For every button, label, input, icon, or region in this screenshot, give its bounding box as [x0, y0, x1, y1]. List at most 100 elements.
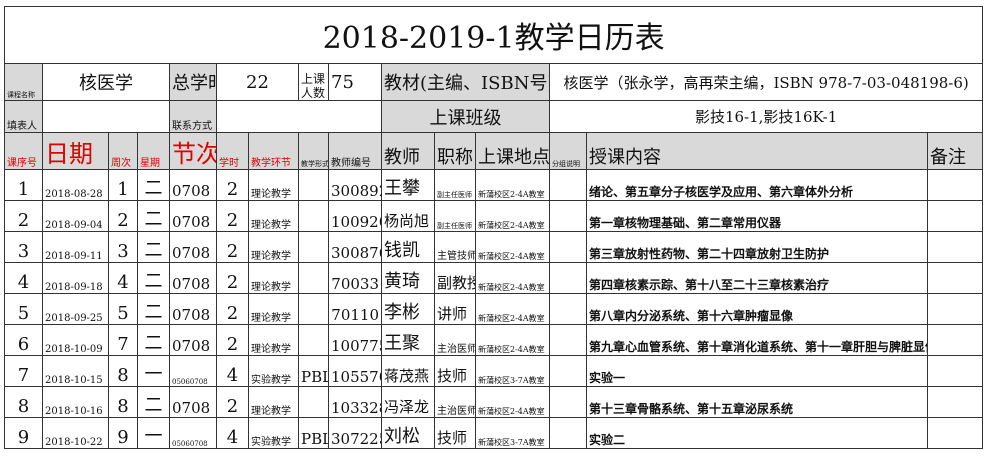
cell-content[interactable]: 第十三章骨骼系统、第十五章泌尿系统	[586, 386, 928, 418]
cell-period[interactable]: 0708	[169, 293, 217, 325]
cell-form[interactable]	[298, 262, 329, 294]
cell-hours[interactable]: 2	[216, 169, 249, 201]
cell-hours[interactable]: 2	[216, 231, 249, 263]
cell-period[interactable]: 0708	[169, 386, 217, 418]
cell-stage[interactable]: 实验教学	[248, 417, 299, 449]
cell-stage[interactable]: 理论教学	[248, 293, 299, 325]
cell-content[interactable]: 第八章内分泌系统、第十六章肿瘤显像	[586, 293, 928, 325]
cell-place[interactable]: 新蒲校区2-4A教室	[475, 324, 550, 356]
textbook[interactable]: 核医学（张永学，高再荣主编，ISBN 978-7-03-048198-6)	[548, 63, 984, 101]
cell-group[interactable]	[549, 293, 587, 325]
cell-day[interactable]: 二	[137, 262, 170, 294]
cell-hours[interactable]: 2	[216, 293, 249, 325]
cell-group[interactable]	[549, 386, 587, 418]
cell-form[interactable]	[298, 169, 329, 201]
cell-teacher[interactable]: 钱凯	[381, 231, 435, 263]
cell-tid[interactable]: 300892	[328, 169, 382, 201]
cell-form[interactable]	[298, 293, 329, 325]
cell-week[interactable]: 8	[108, 355, 138, 387]
cell-teacher[interactable]: 刘松	[381, 417, 435, 449]
cell-note[interactable]	[926, 231, 984, 263]
course-name[interactable]: 核医学	[42, 63, 170, 101]
cell-note[interactable]	[926, 262, 984, 294]
cell-tid[interactable]: 105570	[328, 355, 382, 387]
cell-form[interactable]	[298, 200, 329, 232]
cell-note[interactable]	[926, 200, 984, 232]
cell-no[interactable]: 7	[4, 355, 43, 387]
cell-content[interactable]: 实验二	[586, 417, 928, 449]
cell-stage[interactable]: 理论教学	[248, 231, 299, 263]
cell-content[interactable]: 第九章心血管系统、第十章消化道系统、第十一章肝胆与脾脏显像	[586, 324, 928, 356]
cell-week[interactable]: 7	[108, 324, 138, 356]
cell-note[interactable]	[926, 355, 984, 387]
cell-form[interactable]: PBL	[298, 355, 329, 387]
cell-group[interactable]	[549, 355, 587, 387]
cell-place[interactable]: 新蒲校区2-4A教室	[475, 386, 550, 418]
cell-note[interactable]	[926, 169, 984, 201]
class-size[interactable]: 75	[328, 63, 382, 101]
cell-group[interactable]	[549, 324, 587, 356]
cell-hours[interactable]: 4	[216, 417, 249, 449]
cell-date[interactable]: 2018-08-28	[42, 169, 109, 201]
classes[interactable]: 影技16-1,影技16K-1	[548, 100, 984, 133]
cell-week[interactable]: 8	[108, 386, 138, 418]
contact[interactable]	[216, 100, 382, 133]
cell-note[interactable]	[926, 417, 984, 449]
cell-content[interactable]: 绪论、第五章分子核医学及应用、第六章体外分析	[586, 169, 928, 201]
cell-form[interactable]	[298, 231, 329, 263]
cell-content[interactable]: 第一章核物理基础、第二章常用仪器	[586, 200, 928, 232]
cell-week[interactable]: 4	[108, 262, 138, 294]
cell-stage[interactable]: 理论教学	[248, 324, 299, 356]
cell-date[interactable]: 2018-09-04	[42, 200, 109, 232]
cell-no[interactable]: 1	[4, 169, 43, 201]
cell-day[interactable]: 二	[137, 386, 170, 418]
cell-period[interactable]: 0708	[169, 231, 217, 263]
cell-stage[interactable]: 实验教学	[248, 355, 299, 387]
cell-no[interactable]: 3	[4, 231, 43, 263]
total-hours[interactable]: 22	[216, 63, 299, 101]
cell-date[interactable]: 2018-09-25	[42, 293, 109, 325]
cell-place[interactable]: 新蒲校区2-4A教室	[475, 262, 550, 294]
filler[interactable]	[42, 100, 170, 133]
cell-no[interactable]: 8	[4, 386, 43, 418]
cell-period[interactable]: 0708	[169, 324, 217, 356]
cell-tid[interactable]: 300876	[328, 231, 382, 263]
cell-period[interactable]: 0708	[169, 169, 217, 201]
cell-period[interactable]: 0708	[169, 262, 217, 294]
cell-day[interactable]: 二	[137, 324, 170, 356]
cell-note[interactable]	[926, 386, 984, 418]
cell-day[interactable]: 一	[137, 417, 170, 449]
cell-week[interactable]: 1	[108, 169, 138, 201]
cell-rank[interactable]: 技师	[434, 355, 476, 387]
cell-rank[interactable]: 技师	[434, 417, 476, 449]
cell-rank[interactable]: 主治医师	[434, 386, 476, 418]
cell-rank[interactable]: 讲师	[434, 293, 476, 325]
cell-teacher[interactable]: 王攀	[381, 169, 435, 201]
cell-teacher[interactable]: 黄琦	[381, 262, 435, 294]
cell-week[interactable]: 9	[108, 417, 138, 449]
cell-group[interactable]	[549, 231, 587, 263]
cell-date[interactable]: 2018-10-22	[42, 417, 109, 449]
cell-place[interactable]: 新蒲校区2-4A教室	[475, 231, 550, 263]
cell-content[interactable]: 第三章放射性药物、第二十四章放射卫生防护	[586, 231, 928, 263]
cell-date[interactable]: 2018-10-15	[42, 355, 109, 387]
cell-rank[interactable]: 主管技师	[434, 231, 476, 263]
cell-no[interactable]: 2	[4, 200, 43, 232]
cell-form[interactable]: PBL	[298, 417, 329, 449]
cell-day[interactable]: 一	[137, 355, 170, 387]
cell-tid[interactable]: 100775	[328, 324, 382, 356]
cell-no[interactable]: 6	[4, 324, 43, 356]
cell-week[interactable]: 3	[108, 231, 138, 263]
cell-group[interactable]	[549, 262, 587, 294]
cell-content[interactable]: 第四章核素示踪、第十八至二十三章核素治疗	[586, 262, 928, 294]
cell-date[interactable]: 2018-10-09	[42, 324, 109, 356]
cell-form[interactable]	[298, 324, 329, 356]
cell-note[interactable]	[926, 293, 984, 325]
cell-date[interactable]: 2018-09-18	[42, 262, 109, 294]
cell-place[interactable]: 新蒲校区2-4A教室	[475, 200, 550, 232]
cell-day[interactable]: 二	[137, 231, 170, 263]
cell-period[interactable]: 05060708	[169, 355, 217, 387]
cell-hours[interactable]: 4	[216, 355, 249, 387]
cell-place[interactable]: 新蒲校区3-7A教室	[475, 355, 550, 387]
cell-place[interactable]: 新蒲校区2-4A教室	[475, 169, 550, 201]
